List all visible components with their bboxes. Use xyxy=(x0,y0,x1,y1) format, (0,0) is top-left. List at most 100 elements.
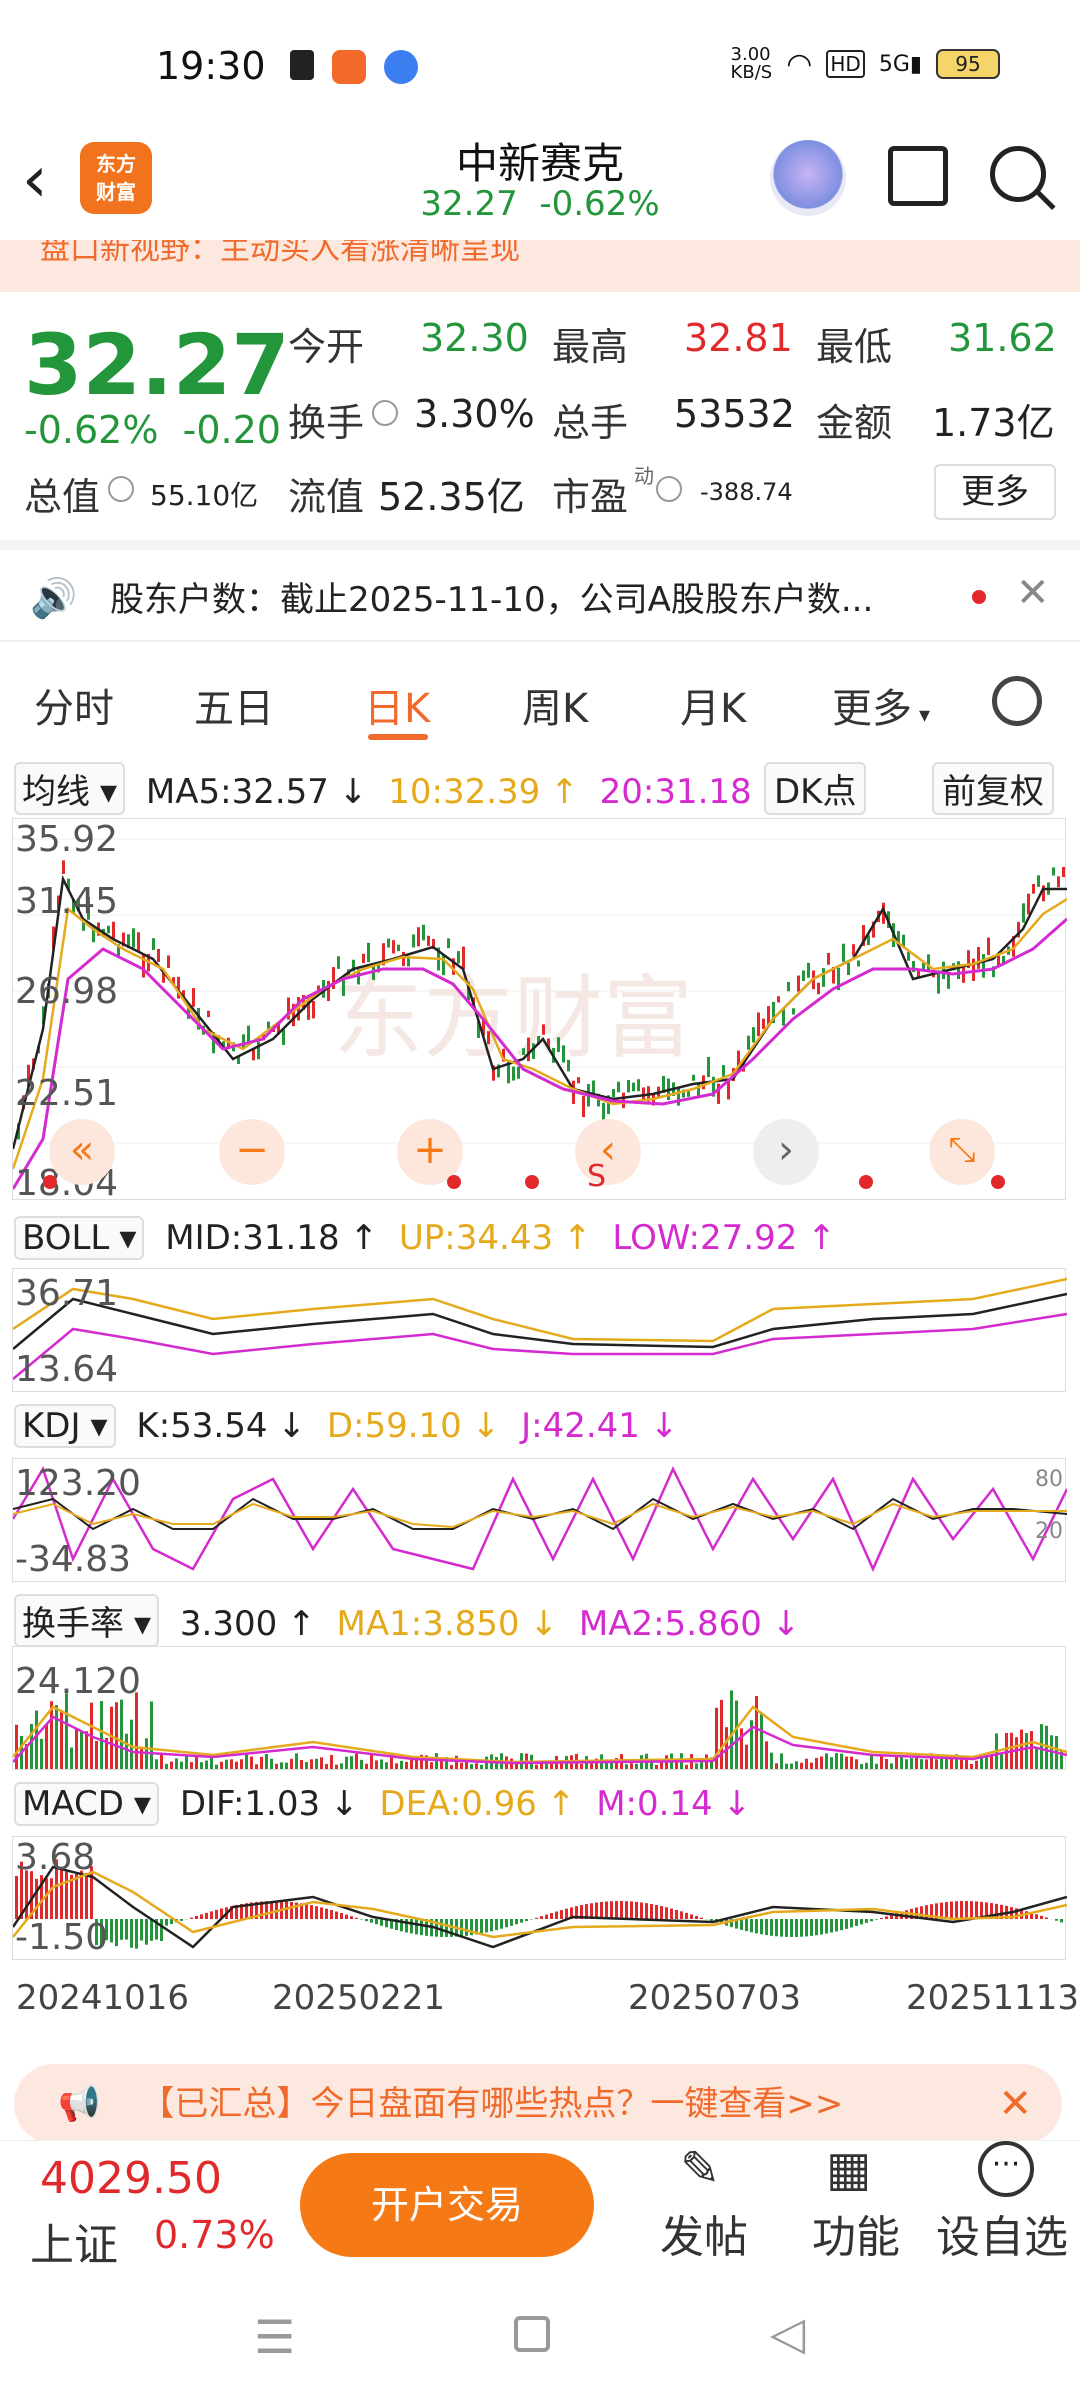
info-icon[interactable] xyxy=(372,400,398,426)
info-icon[interactable] xyxy=(656,476,682,502)
boll-chart[interactable]: 36.71 13.64 xyxy=(12,1268,1068,1392)
home-icon[interactable] xyxy=(514,2316,550,2352)
candle xyxy=(902,934,905,948)
candle xyxy=(377,963,380,973)
turnover-bar xyxy=(60,1710,63,1769)
function-button[interactable]: 功能 xyxy=(812,2212,900,2263)
candle xyxy=(727,1081,730,1100)
hotspot-ad-bar[interactable]: 📢 【已汇总】今日盘面有哪些热点？一键查看>> ✕ xyxy=(14,2064,1062,2144)
fullscreen-icon[interactable]: ⤡ xyxy=(929,1119,995,1185)
turnover-bar xyxy=(200,1762,203,1769)
turnover-bar xyxy=(100,1701,103,1769)
back-nav-icon[interactable]: ◁ xyxy=(770,2306,806,2360)
ma-selector[interactable]: 均线 ▾ xyxy=(14,762,126,815)
macd-bar xyxy=(855,1919,858,1926)
turnover-bar xyxy=(970,1763,973,1769)
dk-point-button[interactable]: DK点 xyxy=(764,762,867,815)
candle xyxy=(237,1056,240,1064)
macd-bar xyxy=(845,1919,848,1929)
more-dots-icon[interactable]: ··· xyxy=(978,2141,1034,2197)
edit-icon[interactable]: ✎ xyxy=(680,2141,721,2197)
turnover-bar xyxy=(65,1693,68,1769)
adjust-button[interactable]: 前复权 xyxy=(932,762,1054,815)
index-name[interactable]: 上证 xyxy=(30,2220,118,2271)
turnover-bar xyxy=(225,1759,228,1769)
candle xyxy=(827,952,830,965)
signal-dot xyxy=(991,1175,1005,1189)
turnover-svg xyxy=(12,1690,1068,1769)
index-change[interactable]: 0.73% xyxy=(154,2213,275,2257)
turnover-bar xyxy=(350,1756,353,1769)
notice-text: 股东户数：截止2025-11-10，公司A股股东户数... xyxy=(110,580,874,620)
macd-bar xyxy=(610,1901,613,1919)
kline-chart[interactable]: 东方财富 35.92 31.45 26.98 22.51 18.04 « − +… xyxy=(11,818,1068,1204)
date-label: 20250221 xyxy=(272,1978,446,2018)
post-button[interactable]: 发帖 xyxy=(660,2212,748,2263)
turnover-bar xyxy=(205,1760,208,1769)
close-icon[interactable]: ✕ xyxy=(998,2081,1032,2127)
macd-bar xyxy=(415,1919,418,1935)
macd-chart[interactable]: 3.68 -1.50 xyxy=(11,1836,1068,1960)
turnover-bar xyxy=(30,1723,33,1769)
apps-icon[interactable]: ▦ xyxy=(826,2141,872,2197)
tab-five-day[interactable]: 五日 xyxy=(194,686,274,732)
turnover-bar xyxy=(325,1763,328,1769)
ai-assistant-icon[interactable] xyxy=(770,140,846,216)
gear-icon[interactable] xyxy=(992,676,1042,726)
candle xyxy=(117,944,120,957)
search-icon[interactable] xyxy=(990,146,1046,202)
menu-icon[interactable]: ☰ xyxy=(254,2310,296,2364)
macd-bar xyxy=(695,1916,698,1919)
turnover-bar xyxy=(830,1757,833,1769)
turnover-chart[interactable]: 24.120 xyxy=(12,1646,1068,1770)
back-arrow-icon[interactable]: ‹ xyxy=(22,143,48,217)
candle xyxy=(1002,955,1005,964)
tab-more[interactable]: 更多 ▾ xyxy=(832,686,931,732)
kdj-selector[interactable]: KDJ ▾ xyxy=(14,1404,116,1448)
zoom-out-icon[interactable]: − xyxy=(219,1119,285,1185)
ma-indicator-bar: 均线▾ MA5:32.57↓ 10:32.39↑ 20:31.18↑ xyxy=(0,762,1080,815)
candle xyxy=(852,944,855,956)
zoom-in-icon[interactable]: + xyxy=(397,1119,463,1185)
scroll-left-icon[interactable]: ‹ xyxy=(575,1119,641,1185)
macd-bar xyxy=(180,1919,183,1921)
candle xyxy=(757,1012,760,1037)
tab-monthly-k[interactable]: 月K xyxy=(680,686,747,732)
macd-selector[interactable]: MACD ▾ xyxy=(14,1782,159,1826)
status-right: 3.00 KB/S ◠ HD 5G▮ 95 xyxy=(731,46,1000,82)
tab-daily-k[interactable]: 日K xyxy=(364,686,431,732)
open-account-button[interactable]: 开户交易 xyxy=(300,2153,594,2257)
scroll-left-fast-icon[interactable]: « xyxy=(49,1119,115,1185)
info-icon[interactable] xyxy=(108,476,134,502)
macd-bar xyxy=(460,1919,463,1937)
promo-banner[interactable]: 盘口新视野：主动买入看涨清晰呈现 xyxy=(0,240,1080,292)
tab-weekly-k[interactable]: 周K xyxy=(522,686,589,732)
scroll-right-icon[interactable]: › xyxy=(753,1119,819,1185)
turnover-bar xyxy=(360,1759,363,1769)
volume-value: 53532 xyxy=(674,392,795,436)
candle xyxy=(547,1038,550,1049)
high-label: 最高 xyxy=(552,325,629,369)
boll-selector[interactable]: BOLL ▾ xyxy=(14,1216,145,1260)
add-watchlist-button[interactable]: 设自选 xyxy=(936,2212,1068,2263)
eastmoney-logo[interactable]: 东方 财富 xyxy=(80,142,152,214)
candle xyxy=(1042,885,1045,902)
macd-bar xyxy=(860,1919,863,1925)
index-value[interactable]: 4029.50 xyxy=(40,2153,222,2204)
close-icon[interactable]: ✕ xyxy=(1016,570,1050,616)
macd-bar xyxy=(985,1902,988,1919)
float-label: 流值 xyxy=(288,475,365,519)
turnover-selector[interactable]: 换手率 ▾ xyxy=(14,1594,160,1647)
axis-label: 123.20 xyxy=(15,1463,141,1504)
notice-bar[interactable]: 🔊 股东户数：截止2025-11-10，公司A股股东户数... ✕ xyxy=(0,548,1080,644)
more-button[interactable]: 更多 xyxy=(934,464,1056,520)
turnover-bar xyxy=(445,1757,448,1769)
share-icon[interactable] xyxy=(888,146,948,206)
kdj-chart[interactable]: 123.20 -34.83 80 20 xyxy=(11,1458,1069,1582)
axis-label: 13.64 xyxy=(15,1349,119,1390)
turnover-bar xyxy=(265,1754,268,1769)
tab-intraday[interactable]: 分时 xyxy=(34,686,114,732)
candle xyxy=(432,938,435,950)
turnover-selector-label: 换手率 xyxy=(22,1604,124,1644)
macd-bar xyxy=(80,1870,83,1919)
